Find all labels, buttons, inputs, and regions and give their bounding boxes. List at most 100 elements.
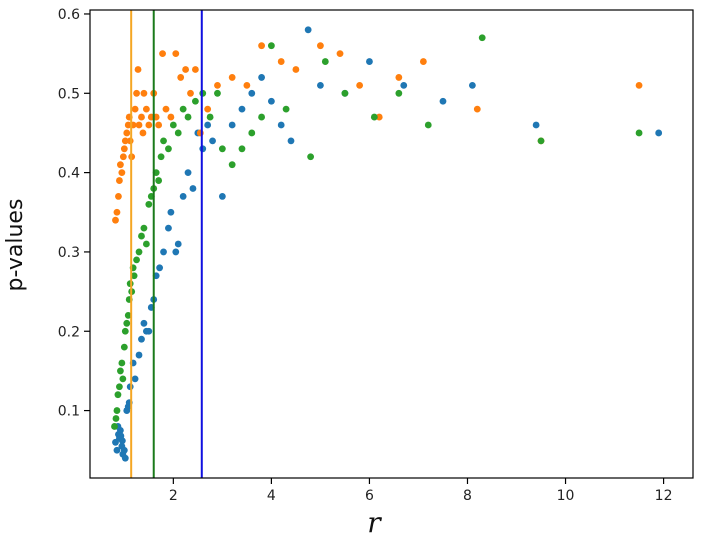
data-point-series-2 — [113, 208, 121, 216]
data-point-series-1 — [140, 319, 148, 327]
data-point-series-1 — [366, 58, 373, 65]
data-point-series-2 — [258, 42, 265, 50]
data-point-series-1 — [238, 105, 246, 113]
data-point-series-1 — [655, 129, 663, 137]
data-point-series-2 — [395, 74, 403, 81]
data-point-series-1 — [174, 240, 182, 248]
x-tick-label: 8 — [463, 488, 472, 504]
data-point-series-2 — [140, 89, 148, 97]
data-point-series-3 — [117, 367, 124, 375]
data-point-series-1 — [165, 224, 172, 232]
data-point-series-2 — [115, 193, 122, 200]
data-point-series-2 — [121, 137, 129, 145]
data-point-series-3 — [174, 129, 182, 137]
x-tick-label: 6 — [365, 488, 374, 504]
data-point-series-1 — [172, 248, 180, 256]
data-point-series-3 — [267, 42, 275, 50]
data-point-series-1 — [120, 446, 128, 454]
data-point-series-2 — [162, 105, 170, 113]
data-point-series-3 — [282, 105, 290, 113]
data-point-series-3 — [424, 121, 432, 129]
data-point-series-2 — [117, 161, 124, 169]
data-point-series-3 — [112, 415, 120, 422]
data-point-series-1 — [248, 89, 256, 97]
data-point-series-1 — [145, 327, 153, 335]
data-point-series-2 — [159, 50, 166, 58]
data-point-series-1 — [179, 193, 187, 200]
data-point-series-3 — [160, 137, 167, 145]
plot-layer — [111, 10, 663, 478]
x-tick-label: 12 — [655, 488, 673, 504]
data-point-series-3 — [123, 319, 131, 327]
data-point-series-2 — [120, 145, 128, 153]
x-axis-label: r — [367, 506, 382, 539]
y-tick-label: 0.5 — [58, 86, 80, 102]
data-point-series-2 — [187, 89, 194, 97]
data-point-series-3 — [179, 105, 187, 113]
data-point-series-2 — [118, 169, 126, 177]
data-point-series-1 — [258, 74, 265, 81]
data-point-series-3 — [238, 145, 246, 153]
data-point-series-2 — [317, 42, 324, 50]
y-tick-label: 0.3 — [58, 245, 80, 261]
data-point-series-3 — [478, 34, 486, 42]
data-point-series-3 — [218, 145, 226, 153]
y-axis-label: p-values — [3, 199, 28, 292]
data-point-series-2 — [155, 121, 163, 129]
data-point-series-3 — [155, 177, 163, 184]
data-point-series-3 — [169, 121, 177, 129]
data-point-series-1 — [439, 97, 447, 105]
y-tick-label: 0.2 — [58, 324, 80, 340]
data-point-series-2 — [204, 105, 212, 113]
data-point-series-3 — [635, 129, 643, 137]
data-point-series-2 — [228, 74, 236, 81]
data-point-series-1 — [277, 121, 285, 129]
data-point-series-2 — [167, 113, 175, 121]
x-tick-label: 4 — [267, 488, 276, 504]
data-point-series-3 — [140, 224, 148, 232]
data-point-series-1 — [189, 185, 197, 192]
data-point-series-3 — [133, 256, 140, 264]
data-point-series-1 — [468, 81, 476, 89]
data-point-series-2 — [375, 113, 383, 121]
data-point-series-3 — [165, 145, 172, 153]
data-point-series-2 — [135, 121, 143, 129]
data-point-series-2 — [182, 66, 190, 73]
data-point-series-3 — [248, 129, 256, 137]
data-point-series-2 — [142, 105, 150, 113]
data-point-series-3 — [120, 343, 128, 351]
data-point-series-3 — [214, 89, 221, 97]
data-point-series-3 — [124, 311, 132, 319]
data-point-series-2 — [336, 50, 344, 58]
data-point-series-2 — [112, 216, 119, 224]
data-point-series-2 — [133, 89, 140, 97]
data-point-series-3 — [184, 113, 192, 121]
data-point-series-2 — [123, 129, 131, 137]
data-point-series-3 — [111, 423, 118, 430]
data-point-series-3 — [113, 407, 121, 414]
data-point-series-1 — [228, 121, 236, 129]
data-point-series-3 — [135, 248, 143, 256]
data-point-series-3 — [138, 232, 145, 240]
data-point-series-1 — [131, 375, 139, 383]
data-point-series-3 — [206, 113, 214, 121]
data-point-series-1 — [135, 351, 143, 359]
data-point-series-1 — [204, 121, 212, 129]
data-point-series-2 — [292, 66, 300, 73]
data-point-series-1 — [184, 169, 192, 177]
data-point-series-2 — [172, 50, 180, 58]
data-point-series-3 — [228, 161, 236, 169]
axis-layer: 2 4 6 8 10 12 0.1 0.2 0.3 0.4 0.5 0.6 — [58, 7, 694, 504]
data-point-series-2 — [131, 105, 139, 113]
data-point-series-2 — [119, 153, 127, 161]
data-point-series-2 — [177, 74, 185, 81]
data-point-series-2 — [419, 58, 427, 65]
data-point-series-3 — [121, 327, 129, 335]
data-point-series-3 — [307, 153, 315, 161]
data-point-series-3 — [130, 272, 138, 280]
plot-frame — [89, 9, 694, 479]
data-point-series-2 — [635, 81, 643, 89]
data-point-series-1 — [138, 335, 145, 343]
data-point-series-1 — [167, 208, 175, 216]
data-point-series-2 — [124, 121, 132, 129]
